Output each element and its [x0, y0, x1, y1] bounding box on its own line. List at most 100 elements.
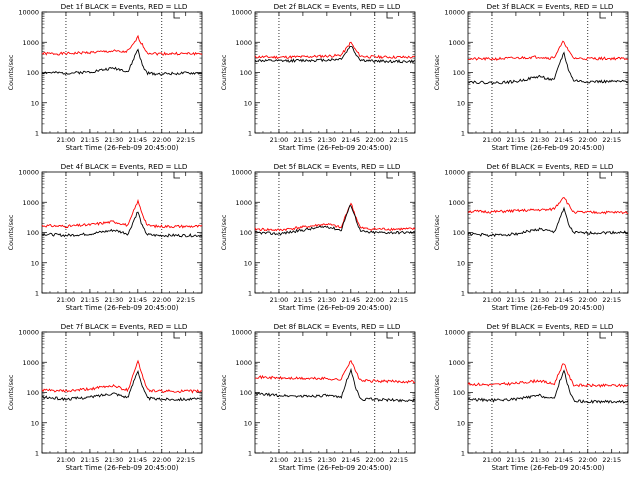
events-series-line [254, 204, 416, 236]
chart-title: Det 3f BLACK = Events, RED = LLD [487, 2, 614, 11]
x-tick-label: 21:45 [341, 296, 360, 304]
x-tick-label: 21:45 [128, 296, 147, 304]
y-axis-label: Counts/sec [220, 54, 228, 90]
x-tick-label: 21:45 [341, 456, 360, 464]
y-tick-label: 100 [453, 229, 465, 237]
y-tick-label: 1 [35, 290, 39, 298]
detector-chart-svg: Det 9f BLACK = Events, RED = LLD 1 10 100 10… [433, 322, 629, 472]
detector-chart-svg: Det 2f BLACK = Events, RED = LLD 1 10 100 10… [220, 2, 416, 152]
y-tick-label: 1 [248, 290, 252, 298]
detector-chart-svg: Det 3f BLACK = Events, RED = LLD 1 10 100 10… [433, 2, 629, 152]
x-tick-label: 21:15 [81, 296, 100, 304]
y-tick-label: 10 [31, 99, 39, 107]
lld-series-line [254, 202, 416, 232]
x-tick-label: 21:00 [270, 296, 289, 304]
x-axis-label: Start Time (26-Feb-09 20:45:00) [491, 144, 604, 152]
detector-panel-8: Det 8f BLACK = Events, RED = LLD 1 10 100 10… [213, 320, 426, 480]
events-series-line [467, 206, 628, 238]
x-tick-label: 22:00 [365, 296, 384, 304]
lld-series-line [41, 359, 203, 394]
x-tick-label: 21:00 [270, 456, 289, 464]
y-tick-label: 1 [248, 450, 252, 458]
x-tick-label: 21:45 [128, 456, 147, 464]
corner-marker [599, 332, 606, 339]
y-tick-label: 100 [453, 389, 465, 397]
chart-title: Det 6f BLACK = Events, RED = LLD [487, 162, 614, 171]
lld-series-line [254, 41, 416, 60]
x-tick-label: 22:00 [578, 296, 597, 304]
y-tick-label: 10000 [231, 169, 252, 177]
x-tick-label: 21:00 [483, 296, 502, 304]
x-axis-label: Start Time (26-Feb-09 20:45:00) [491, 304, 604, 312]
x-tick-label: 21:30 [530, 136, 549, 144]
lld-series-line [254, 359, 416, 384]
x-axis-label: Start Time (26-Feb-09 20:45:00) [65, 464, 178, 472]
x-axis-label: Start Time (26-Feb-09 20:45:00) [65, 144, 178, 152]
y-tick-label: 10 [457, 99, 465, 107]
x-tick-label: 22:15 [602, 136, 621, 144]
x-tick-label: 22:00 [578, 136, 597, 144]
detector-panel-2: Det 2f BLACK = Events, RED = LLD 1 10 100 10… [213, 0, 426, 160]
detector-panel-9: Det 9f BLACK = Events, RED = LLD 1 10 100 10… [426, 320, 639, 480]
x-axis-label: Start Time (26-Feb-09 20:45:00) [278, 144, 391, 152]
y-tick-label: 10 [244, 419, 252, 427]
lld-series-line [467, 196, 629, 215]
detector-panel-1: Det 1f BLACK = Events, RED = LLD 1 10 100 10… [0, 0, 213, 160]
x-tick-label: 22:00 [152, 296, 171, 304]
x-axis-label: Start Time (26-Feb-09 20:45:00) [491, 464, 604, 472]
y-tick-label: 10 [31, 419, 39, 427]
y-tick-label: 1 [248, 130, 252, 138]
corner-marker [173, 12, 180, 19]
x-tick-label: 21:30 [317, 296, 336, 304]
y-tick-label: 100 [27, 389, 39, 397]
chart-title: Det 7f BLACK = Events, RED = LLD [61, 322, 188, 331]
detector-panel-3: Det 3f BLACK = Events, RED = LLD 1 10 100 10… [426, 0, 639, 160]
chart-title: Det 5f BLACK = Events, RED = LLD [274, 162, 401, 171]
detector-chart-svg: Det 8f BLACK = Events, RED = LLD 1 10 100 10… [220, 322, 416, 472]
y-tick-label: 10 [457, 259, 465, 267]
events-series-line [254, 367, 416, 403]
x-tick-label: 22:00 [365, 136, 384, 144]
x-tick-label: 21:00 [483, 136, 502, 144]
x-tick-label: 21:15 [81, 136, 100, 144]
x-tick-label: 21:45 [554, 456, 573, 464]
corner-marker [386, 172, 393, 179]
y-tick-label: 100 [27, 229, 39, 237]
events-series-line [41, 211, 203, 238]
x-tick-label: 21:45 [554, 296, 573, 304]
x-tick-label: 21:45 [341, 136, 360, 144]
x-tick-label: 22:15 [176, 296, 195, 304]
x-axis-label: Start Time (26-Feb-09 20:45:00) [278, 464, 391, 472]
y-tick-label: 1000 [22, 39, 39, 47]
y-tick-label: 10 [457, 419, 465, 427]
y-axis-label: Counts/sec [433, 54, 441, 90]
y-axis-label: Counts/sec [433, 214, 441, 250]
y-tick-label: 100 [240, 69, 252, 77]
x-tick-label: 21:30 [317, 456, 336, 464]
y-tick-label: 10000 [231, 9, 252, 17]
x-tick-label: 21:15 [507, 136, 526, 144]
y-tick-label: 10 [244, 259, 252, 267]
corner-marker [599, 172, 606, 179]
detector-panel-6: Det 6f BLACK = Events, RED = LLD 1 10 100 10… [426, 160, 639, 320]
events-series-line [467, 369, 629, 404]
x-tick-label: 21:30 [530, 456, 549, 464]
x-tick-label: 21:45 [128, 136, 147, 144]
y-tick-label: 10 [31, 259, 39, 267]
x-tick-label: 21:00 [483, 456, 502, 464]
x-tick-label: 21:00 [270, 136, 289, 144]
detector-chart-svg: Det 6f BLACK = Events, RED = LLD 1 10 100 10… [433, 162, 629, 312]
x-tick-label: 22:15 [176, 136, 195, 144]
corner-marker [173, 332, 180, 339]
x-tick-label: 21:15 [81, 456, 100, 464]
x-tick-label: 22:15 [602, 296, 621, 304]
x-tick-label: 21:15 [294, 456, 313, 464]
y-tick-label: 10000 [18, 169, 39, 177]
chart-title: Det 1f BLACK = Events, RED = LLD [61, 2, 188, 11]
x-tick-label: 22:15 [176, 456, 195, 464]
x-tick-label: 21:00 [57, 456, 76, 464]
x-axis-label: Start Time (26-Feb-09 20:45:00) [65, 304, 178, 312]
corner-marker [173, 172, 180, 179]
detector-panel-5: Det 5f BLACK = Events, RED = LLD 1 10 100 10… [213, 160, 426, 320]
